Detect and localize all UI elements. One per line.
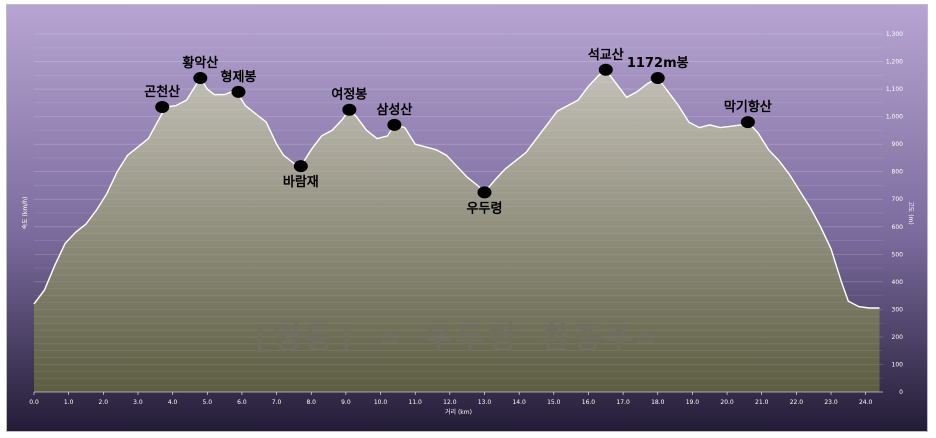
peak-label: 우두령 — [467, 201, 503, 216]
elevation-line — [33, 68, 880, 309]
x-tick-label: 15.0 — [547, 399, 561, 406]
y-tick-label: 200 — [892, 334, 904, 341]
peak-label: 황악산 — [182, 55, 218, 71]
peak-marker — [598, 63, 613, 76]
x-tick-label: 0.0 — [29, 399, 39, 406]
x-tick-label: 16.0 — [582, 399, 596, 406]
peak-marker — [155, 100, 170, 113]
y-tick-label: 500 — [892, 251, 904, 258]
y-tick-label: 300 — [892, 306, 904, 313]
y-tick-label: 1,000 — [886, 114, 903, 121]
x-tick-label: 6.0 — [237, 399, 247, 406]
x-tick-label: 3.0 — [133, 399, 143, 406]
x-tick-label: 18.0 — [651, 399, 665, 406]
peak-label: 1172m봉 — [627, 56, 689, 71]
x-tick-label: 17.0 — [616, 399, 630, 406]
x-tick-label: 12.0 — [443, 399, 457, 406]
peak-marker — [740, 116, 755, 129]
chart-frame: 0.0 1.0 2.0 3.0 4.0 5.0 6.0 7.0 8.0 9.0 10.0 11.0 12… — [6, 4, 928, 432]
elevation-chart: 0.0 1.0 2.0 3.0 4.0 5.0 6.0 7.0 8.0 9.0 10.0 11.0 12… — [7, 5, 927, 431]
x-tick-label: 23.0 — [824, 399, 838, 406]
x-tick-label: 20.0 — [720, 399, 734, 406]
elevation-area — [34, 69, 880, 393]
peak-marker — [477, 186, 492, 199]
x-tick-label: 7.0 — [272, 399, 282, 406]
x-tick-label: 10.0 — [374, 399, 388, 406]
peak-marker — [293, 160, 308, 173]
x-tick-label: 13.0 — [478, 399, 492, 406]
peak-label: 형제봉 — [221, 69, 257, 85]
x-tick-label: 24.0 — [859, 399, 873, 406]
x-tick-label: 22.0 — [790, 399, 804, 406]
y-tick-label: 400 — [892, 279, 904, 286]
peak-marker — [342, 103, 357, 116]
x-axis-title: 거리 (km) — [445, 408, 472, 416]
y-axis-ticks: 0 100 200 300 400 500 600 700 800 900 1,000 1,100 1,… — [886, 31, 903, 396]
y-tick-label: 100 — [892, 361, 904, 368]
y-axis-right-title: 고도 (m) — [907, 201, 914, 224]
y-tick-label: 1,100 — [886, 86, 903, 93]
y-axis-left-title: 속도 (km/h) — [21, 197, 29, 230]
x-tick-label: 19.0 — [686, 399, 700, 406]
x-tick-label: 11.0 — [409, 399, 423, 406]
peak-label: 바람재 — [283, 174, 319, 190]
x-tick-label: 21.0 — [755, 399, 769, 406]
x-tick-label: 2.0 — [99, 399, 109, 406]
route-watermark: [영동] = 우두령 환종주= — [251, 321, 658, 356]
y-tick-label: 800 — [892, 169, 904, 176]
y-tick-label: 700 — [892, 196, 904, 203]
x-tick-label: 5.0 — [202, 399, 212, 406]
x-tick-label: 4.0 — [168, 399, 178, 406]
peak-label: 석교산 — [588, 47, 624, 63]
x-tick-label: 14.0 — [512, 399, 526, 406]
peak-label: 곤천산 — [144, 84, 180, 100]
peak-label: 막기항산 — [724, 99, 772, 115]
y-tick-label: 600 — [892, 224, 904, 231]
peak-marker — [193, 72, 208, 85]
peak-marker — [231, 85, 246, 98]
x-axis-ticks: 0.0 1.0 2.0 3.0 4.0 5.0 6.0 7.0 8.0 9.0 10.0 11.0 12… — [29, 392, 873, 406]
y-tick-label: 1,200 — [886, 59, 903, 66]
y-tick-label: 1,300 — [886, 31, 903, 38]
y-tick-label: 900 — [892, 141, 904, 148]
peak-marker — [387, 118, 402, 131]
peak-marker — [650, 72, 665, 85]
peak-label: 삼성산 — [376, 102, 412, 118]
y-tick-label: 0 — [899, 389, 903, 396]
x-tick-label: 1.0 — [64, 399, 74, 406]
x-tick-label: 8.0 — [306, 399, 316, 406]
peak-label: 여정봉 — [331, 87, 367, 103]
x-tick-label: 9.0 — [341, 399, 351, 406]
